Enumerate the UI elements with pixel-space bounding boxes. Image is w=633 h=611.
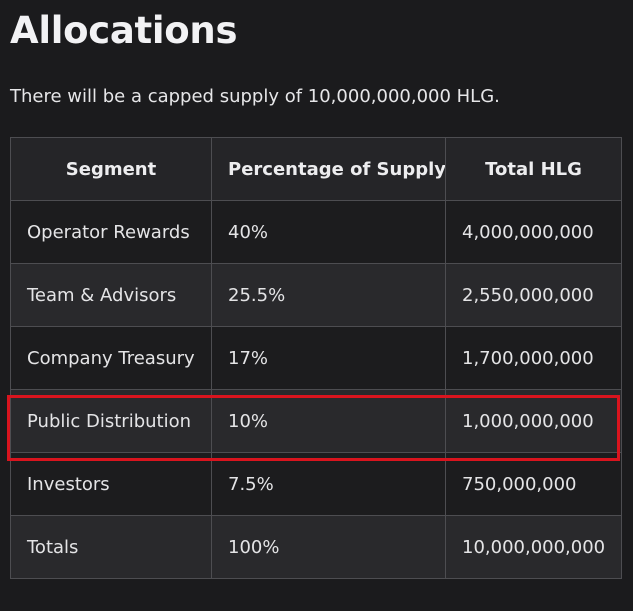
- table-header-row: Segment Percentage of Supply Total HLG: [10, 137, 622, 201]
- table-row: Operator Rewards 40% 4,000,000,000: [10, 200, 622, 264]
- percentage-cell: 10%: [211, 389, 446, 453]
- allocations-table: Segment Percentage of Supply Total HLG O…: [10, 137, 622, 579]
- intro-text: There will be a capped supply of 10,000,…: [10, 86, 500, 107]
- percentage-cell: 25.5%: [211, 263, 446, 327]
- table-row: Investors 7.5% 750,000,000: [10, 452, 622, 516]
- percentage-cell: 17%: [211, 326, 446, 390]
- column-header-total: Total HLG: [445, 137, 622, 201]
- total-cell: 4,000,000,000: [445, 200, 622, 264]
- table-row-highlighted: Public Distribution 10% 1,000,000,000: [10, 389, 622, 453]
- segment-cell: Team & Advisors: [10, 263, 212, 327]
- percentage-cell: 7.5%: [211, 452, 446, 516]
- segment-cell: Totals: [10, 515, 212, 579]
- table-row-totals: Totals 100% 10,000,000,000: [10, 515, 622, 579]
- column-header-segment: Segment: [10, 137, 212, 201]
- segment-cell: Company Treasury: [10, 326, 212, 390]
- column-header-percentage: Percentage of Supply: [211, 137, 446, 201]
- percentage-cell: 40%: [211, 200, 446, 264]
- total-cell: 1,700,000,000: [445, 326, 622, 390]
- total-cell: 10,000,000,000: [445, 515, 622, 579]
- segment-cell: Investors: [10, 452, 212, 516]
- table-row: Team & Advisors 25.5% 2,550,000,000: [10, 263, 622, 327]
- segment-cell: Public Distribution: [10, 389, 212, 453]
- percentage-cell: 100%: [211, 515, 446, 579]
- page-title: Allocations: [10, 9, 238, 52]
- table-row: Company Treasury 17% 1,700,000,000: [10, 326, 622, 390]
- total-cell: 2,550,000,000: [445, 263, 622, 327]
- segment-cell: Operator Rewards: [10, 200, 212, 264]
- total-cell: 1,000,000,000: [445, 389, 622, 453]
- total-cell: 750,000,000: [445, 452, 622, 516]
